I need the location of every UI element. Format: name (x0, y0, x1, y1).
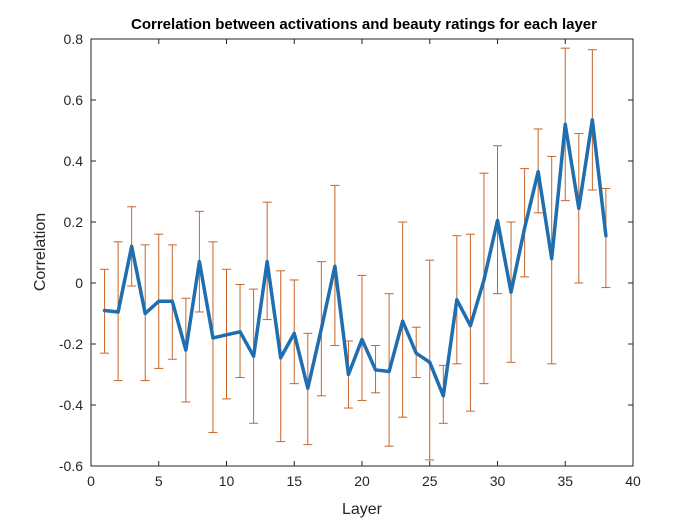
x-tick-label: 10 (219, 473, 235, 489)
x-tick-label: 35 (557, 473, 573, 489)
data-point (130, 244, 134, 248)
x-tick-label: 0 (87, 473, 95, 489)
data-point (238, 330, 242, 334)
data-point (401, 319, 405, 323)
x-axis-label: Layer (342, 501, 383, 518)
data-point (374, 368, 378, 372)
data-point (523, 226, 527, 230)
data-point (252, 354, 256, 358)
data-point (590, 118, 594, 122)
data-point (319, 327, 323, 331)
data-point (279, 356, 283, 360)
data-point (428, 360, 432, 364)
data-point (455, 298, 459, 302)
data-point (265, 260, 269, 264)
x-tick-label: 20 (354, 473, 370, 489)
data-point (550, 257, 554, 261)
y-tick-label: -0.2 (59, 336, 83, 352)
x-tick-label: 25 (422, 473, 438, 489)
y-tick-label: 0.4 (64, 153, 84, 169)
data-point (509, 290, 513, 294)
data-point (143, 312, 147, 315)
data-point (157, 299, 161, 303)
series-line (102, 118, 608, 398)
errorbar (425, 259, 435, 461)
data-point (468, 324, 472, 328)
y-tick-label: -0.4 (59, 397, 83, 413)
data-point (103, 308, 107, 312)
y-tick-label: 0.2 (64, 214, 84, 230)
data-point (346, 373, 350, 376)
y-tick-label: 0.8 (64, 31, 84, 47)
data-point (387, 369, 391, 373)
data-point (563, 122, 567, 126)
data-point (197, 260, 201, 264)
chart-title: Correlation between activations and beau… (131, 16, 597, 33)
y-axis: -0.6 -0.4 -0.2 0 0.2 0.4 0.6 0.8 (59, 31, 633, 474)
y-tick-label: 0.6 (64, 92, 84, 108)
data-point (116, 310, 120, 314)
data-point (482, 278, 486, 282)
data-point (360, 337, 364, 341)
data-point (536, 170, 540, 174)
data-point (333, 264, 337, 268)
data-point (184, 348, 188, 352)
data-point (604, 234, 608, 238)
x-tick-label: 5 (155, 473, 163, 489)
y-axis-label: Correlation (32, 213, 49, 291)
data-point (211, 336, 215, 340)
series-layer (102, 118, 608, 398)
data-point (306, 386, 310, 390)
x-axis: 0 5 10 15 20 25 30 35 40 (87, 39, 641, 489)
x-tick-label: 30 (490, 473, 506, 489)
data-point (225, 333, 228, 337)
data-point (292, 331, 296, 335)
data-point (441, 394, 445, 398)
data-point (496, 218, 499, 222)
data-point (577, 206, 581, 210)
y-tick-label: -0.6 (59, 458, 83, 474)
x-tick-label: 15 (286, 473, 302, 489)
data-point (170, 299, 174, 303)
data-point (414, 351, 418, 355)
y-tick-label: 0 (75, 275, 83, 291)
errorbar (601, 187, 611, 289)
x-tick-label: 40 (625, 473, 641, 489)
